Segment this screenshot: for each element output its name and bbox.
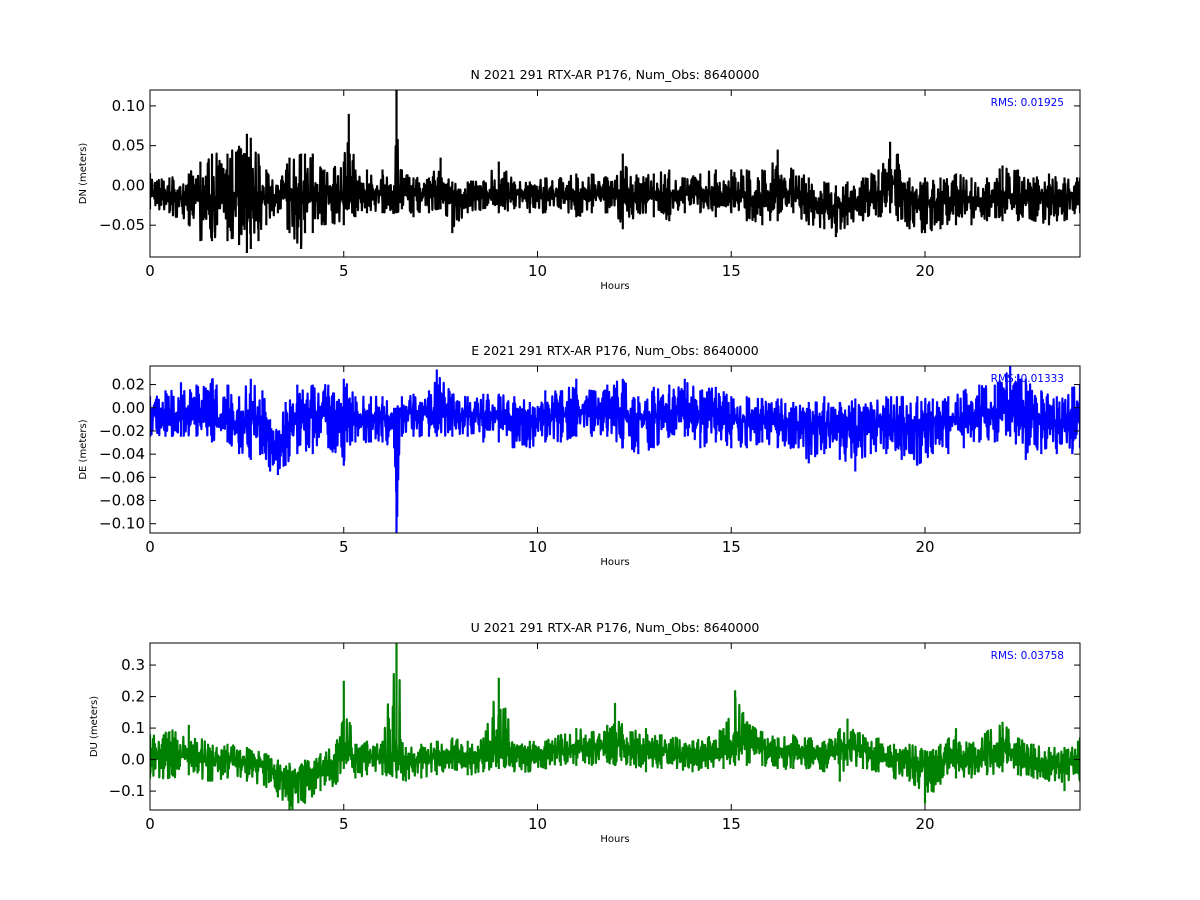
- panel-up-title: U 2021 291 RTX-AR P176, Num_Obs: 8640000: [471, 620, 760, 635]
- panel-north-xtick-label: 15: [722, 262, 741, 280]
- panel-up-axes-frame: [149, 642, 1081, 811]
- panel-east-ylabel: DE (meters): [78, 419, 89, 479]
- panel-east: E 2021 291 RTX-AR P176, Num_Obs: 8640000…: [78, 343, 1081, 568]
- panel-east-xtick-label: 15: [722, 538, 741, 556]
- panel-up-ytick-label: 0.3: [121, 656, 145, 674]
- panel-up-ytick-label: 0.0: [121, 751, 145, 769]
- panel-up-ytick-label: 0.2: [121, 688, 145, 706]
- panel-up-ylabel: DU (meters): [89, 696, 100, 757]
- panel-east-axes-frame: [149, 365, 1081, 534]
- panel-up-xtick-label: 5: [339, 815, 349, 833]
- panel-north-xlabel: Hours: [600, 281, 629, 292]
- panel-north-rms-label: RMS: 0.01925: [991, 97, 1064, 109]
- panel-up-xtick-label: 20: [915, 815, 934, 833]
- panel-up-ytick-label: 0.1: [121, 719, 145, 737]
- panel-north-ylabel: DN (meters): [78, 143, 89, 205]
- panel-east-ytick-label: −0.06: [99, 468, 145, 486]
- panel-east-ytick-label: 0.02: [112, 376, 145, 394]
- panel-north-xtick-label: 0: [145, 262, 155, 280]
- panel-east-ytick-label: −0.08: [99, 492, 145, 510]
- panel-north-axes-frame: [149, 89, 1081, 258]
- panel-up-xlabel: Hours: [600, 834, 629, 845]
- panel-north-ytick-label: 0.10: [112, 97, 145, 115]
- panel-east-title: E 2021 291 RTX-AR P176, Num_Obs: 8640000: [471, 343, 759, 358]
- panel-east-xtick-label: 10: [528, 538, 547, 556]
- panel-up-xtick-label: 10: [528, 815, 547, 833]
- panel-east-ytick-label: −0.04: [99, 445, 145, 463]
- panel-north-title: N 2021 291 RTX-AR P176, Num_Obs: 8640000: [471, 67, 760, 82]
- panel-up-xtick-label: 0: [145, 815, 155, 833]
- panel-east-xlabel: Hours: [600, 557, 629, 568]
- panel-east-ytick-label: 0.00: [112, 399, 145, 417]
- panel-north-xtick-label: 5: [339, 262, 349, 280]
- panel-north: N 2021 291 RTX-AR P176, Num_Obs: 8640000…: [78, 67, 1081, 292]
- panel-up-series-line: [150, 643, 1080, 810]
- panel-up: U 2021 291 RTX-AR P176, Num_Obs: 8640000…: [89, 620, 1081, 845]
- panel-up-rms-label: RMS: 0.03758: [991, 650, 1064, 662]
- panel-up-xtick-label: 15: [722, 815, 741, 833]
- panel-north-ytick-label: 0.05: [112, 137, 145, 155]
- panel-north-ytick-label: −0.05: [99, 216, 145, 234]
- panel-east-xtick-label: 0: [145, 538, 155, 556]
- panel-east-ytick-label: −0.02: [99, 422, 145, 440]
- panel-up-ytick-label: −0.1: [109, 782, 145, 800]
- panel-east-xtick-label: 5: [339, 538, 349, 556]
- panel-north-series-line: [150, 90, 1080, 253]
- panel-east-xtick-label: 20: [915, 538, 934, 556]
- panel-north-xtick-label: 10: [528, 262, 547, 280]
- panel-east-rms-label: RMS: 0.01333: [991, 373, 1064, 385]
- panel-north-ytick-label: 0.00: [112, 176, 145, 194]
- panel-east-ytick-label: −0.10: [99, 515, 145, 533]
- panel-east-series-line: [150, 366, 1080, 533]
- panel-north-xtick-label: 20: [915, 262, 934, 280]
